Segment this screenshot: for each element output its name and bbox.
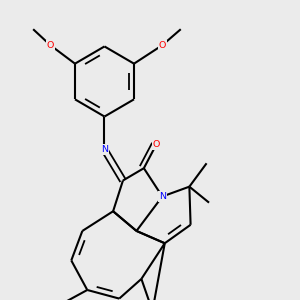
Text: O: O (152, 140, 160, 149)
Text: O: O (159, 41, 166, 50)
Text: N: N (159, 192, 166, 201)
Text: O: O (47, 41, 54, 50)
Text: N: N (101, 145, 108, 154)
